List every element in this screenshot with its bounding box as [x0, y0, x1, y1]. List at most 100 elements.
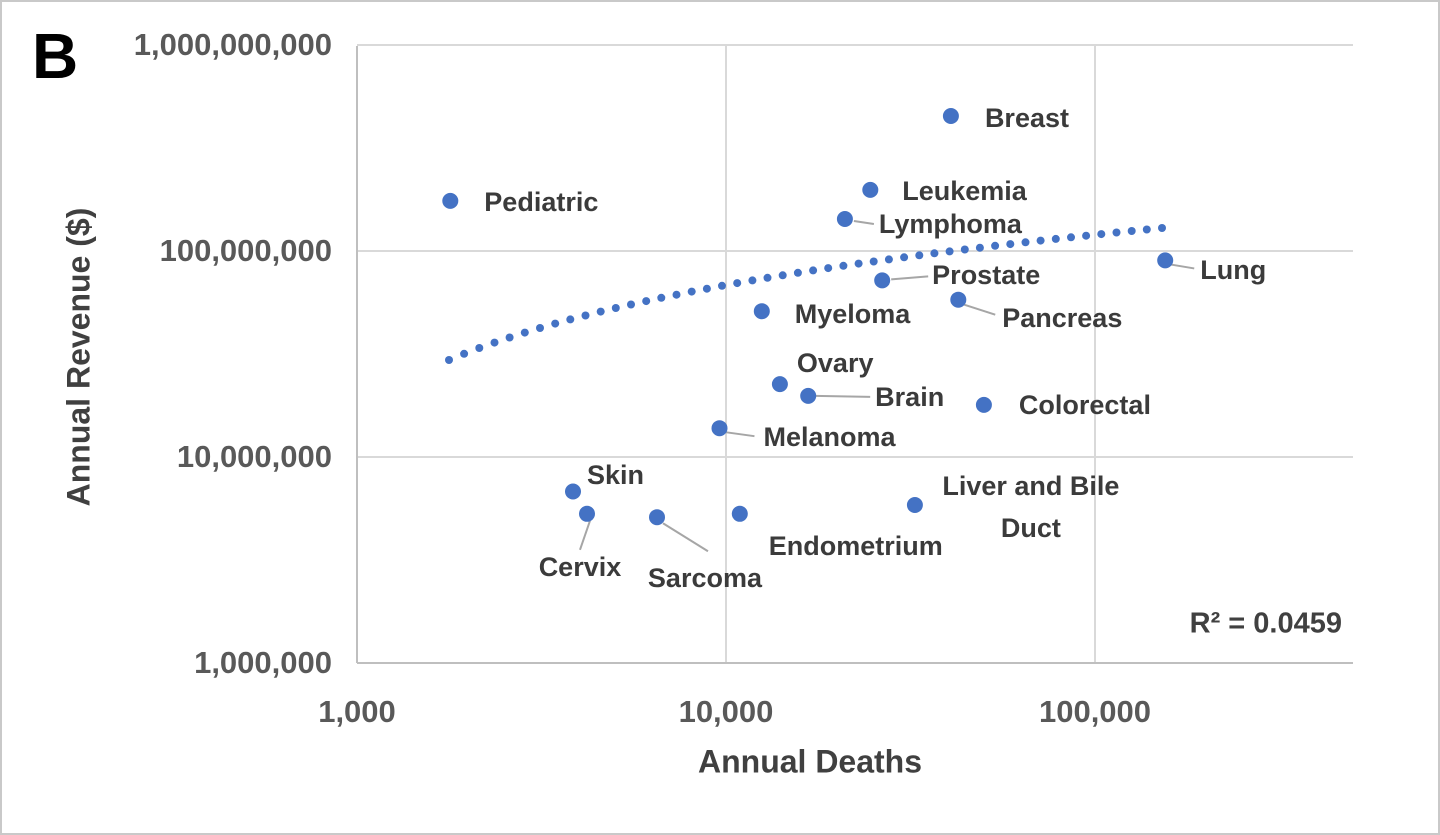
- point-label-colorectal: Colorectal: [1019, 385, 1151, 427]
- point-label-line: Pancreas: [1002, 302, 1123, 333]
- point-label-line: Breast: [984, 103, 1069, 134]
- trendline-dot: [581, 311, 590, 320]
- y-tick-label: 10,000,000: [176, 439, 332, 474]
- trendline-dot: [945, 247, 954, 256]
- point-label-line: Colorectal: [1018, 389, 1151, 420]
- point-label-line: Pediatric: [484, 187, 599, 217]
- data-point: [753, 303, 770, 320]
- point-label-endometrium: Endometrium: [769, 526, 943, 568]
- trendline-dot: [505, 333, 514, 342]
- point-label-line: Ovary: [796, 348, 874, 379]
- trendline-dot: [839, 261, 848, 270]
- point-label-breast: Breast: [985, 98, 1069, 140]
- point-label-line: Leukemia: [902, 175, 1027, 206]
- data-point: [800, 387, 817, 404]
- label-leader-line: [1170, 263, 1195, 270]
- data-point: [1157, 252, 1174, 269]
- trendline-dot: [854, 259, 863, 268]
- label-leader-line: [579, 520, 591, 551]
- data-point: [874, 272, 891, 289]
- x-tick-label: 10,000: [678, 694, 774, 729]
- trendline-dot: [1051, 234, 1060, 243]
- label-leader-line: [815, 394, 871, 398]
- trendline-dot: [930, 249, 939, 258]
- trendline-dot: [960, 245, 969, 254]
- point-label-line: Prostate: [932, 260, 1041, 291]
- trendline-dot: [748, 276, 757, 285]
- x-tick-label: 100,000: [1038, 694, 1152, 729]
- trendline-dot: [445, 356, 453, 364]
- data-point: [975, 396, 992, 413]
- point-label-pediatric: Pediatric: [484, 182, 598, 224]
- trendline-dot: [1006, 240, 1015, 249]
- point-label-pancreas: Pancreas: [1002, 298, 1122, 340]
- data-point: [442, 192, 459, 209]
- x-tick-label: 1,000: [318, 694, 396, 729]
- trendline-dot: [702, 284, 711, 293]
- point-label-line: Myeloma: [794, 299, 911, 330]
- trendline-dot: [809, 266, 818, 275]
- y-tick-label: 1,000,000: [194, 645, 332, 680]
- trendline-dot: [869, 257, 878, 266]
- trendline-dot: [884, 255, 893, 264]
- panel-label: B: [32, 20, 79, 92]
- trendline-dot: [1067, 233, 1075, 242]
- trendline-dot: [672, 290, 681, 299]
- trendline-dot: [975, 243, 984, 252]
- point-label-line: Lung: [1200, 255, 1267, 286]
- trendline-dot: [551, 319, 560, 328]
- trendline-dot: [733, 279, 742, 288]
- trendline-dot: [536, 324, 544, 332]
- point-label-prostate: Prostate: [932, 255, 1040, 297]
- trendline-dot: [490, 338, 499, 347]
- point-label-line: Melanoma: [763, 422, 896, 453]
- point-label-skin: Skin: [587, 455, 644, 497]
- trendline-dot: [1127, 227, 1136, 235]
- point-label-line: Endometrium: [768, 530, 943, 561]
- label-leader-line: [853, 220, 875, 225]
- trendline-dot: [824, 264, 833, 273]
- trendline-dot: [460, 349, 469, 358]
- data-point: [711, 420, 728, 437]
- point-label-myeloma: Myeloma: [795, 294, 911, 336]
- trendline-dot: [611, 304, 620, 312]
- trendline-dot: [763, 273, 772, 282]
- point-label-brain: Brain: [875, 377, 944, 419]
- trendline-dot: [718, 281, 726, 290]
- data-point: [862, 181, 879, 198]
- trendline-dot: [793, 268, 802, 277]
- point-label-ovary: Ovary: [797, 343, 874, 385]
- data-point: [906, 497, 923, 513]
- trendline-dot: [566, 315, 575, 324]
- data-point: [771, 376, 788, 393]
- trendline-dot: [1036, 236, 1045, 245]
- trendline-dot: [915, 251, 924, 260]
- point-label-lymphoma: Lymphoma: [879, 204, 1022, 246]
- point-label-line: Sarcoma: [647, 563, 762, 594]
- label-leader-line: [891, 275, 929, 281]
- trendline-dot: [1142, 225, 1151, 234]
- data-point: [579, 505, 595, 522]
- label-leader-line: [963, 303, 996, 316]
- trendline-dot: [1158, 224, 1166, 232]
- trendline-dot: [596, 307, 605, 316]
- label-leader-line: [725, 431, 755, 438]
- point-label-lung: Lung: [1200, 251, 1266, 293]
- point-label-melanoma: Melanoma: [763, 417, 895, 459]
- x-axis-title: Annual Deaths: [697, 743, 923, 780]
- data-point: [649, 509, 665, 526]
- point-label-line: Liver and Bile: [942, 471, 1120, 502]
- trendline-dot: [687, 287, 696, 296]
- trendline-dot: [1082, 231, 1091, 240]
- point-label-line: Cervix: [538, 551, 622, 582]
- trendline-dot: [475, 344, 484, 352]
- y-tick-label: 1,000,000,000: [133, 27, 332, 62]
- y-tick-label: 100,000,000: [159, 233, 332, 268]
- trendline-dot: [1097, 230, 1106, 239]
- data-point: [950, 291, 967, 308]
- trendline-dot: [900, 253, 909, 262]
- data-point: [565, 483, 581, 500]
- data-point: [731, 505, 748, 522]
- data-point: [942, 108, 959, 124]
